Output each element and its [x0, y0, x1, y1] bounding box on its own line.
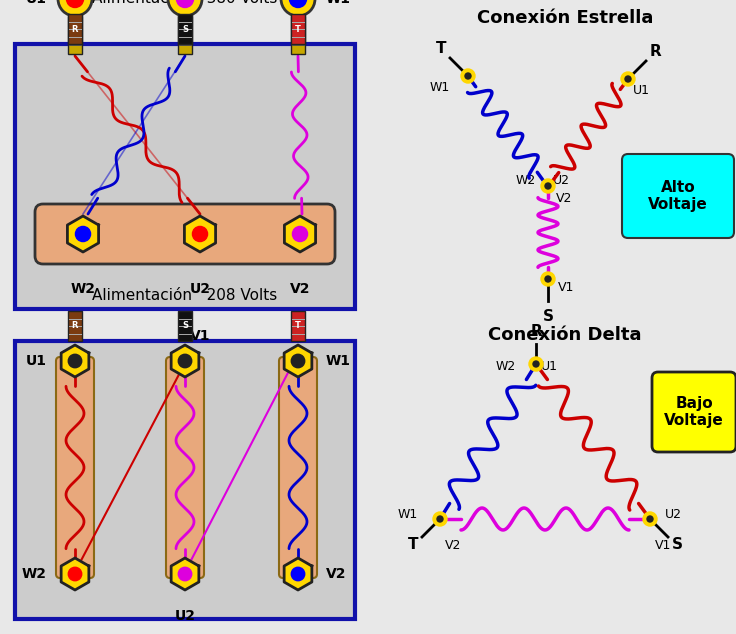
- Text: W1: W1: [326, 0, 351, 6]
- Polygon shape: [171, 345, 199, 377]
- Bar: [178, 16, 192, 54]
- Circle shape: [533, 361, 539, 367]
- Text: U2: U2: [189, 282, 210, 296]
- Text: S: S: [672, 537, 683, 552]
- Text: Conexión Estrella: Conexión Estrella: [477, 9, 653, 27]
- Polygon shape: [61, 558, 89, 590]
- Circle shape: [433, 512, 447, 526]
- FancyBboxPatch shape: [15, 44, 355, 309]
- Text: T: T: [408, 537, 418, 552]
- Circle shape: [437, 516, 443, 522]
- Text: V2: V2: [556, 192, 573, 205]
- Text: S: S: [542, 309, 553, 324]
- Polygon shape: [284, 216, 316, 252]
- Circle shape: [292, 226, 308, 242]
- Circle shape: [643, 512, 657, 526]
- Text: U1: U1: [26, 354, 47, 368]
- FancyBboxPatch shape: [652, 372, 736, 452]
- Text: V2: V2: [445, 539, 461, 552]
- Text: R: R: [71, 321, 78, 330]
- Text: W1: W1: [326, 354, 351, 368]
- Text: T: T: [436, 41, 446, 56]
- Text: W2: W2: [516, 174, 536, 188]
- Text: U1: U1: [541, 359, 558, 373]
- Circle shape: [58, 0, 92, 16]
- Text: V2: V2: [290, 282, 311, 296]
- Text: U2: U2: [174, 609, 196, 623]
- Circle shape: [465, 73, 471, 79]
- Text: V2: V2: [326, 567, 347, 581]
- Circle shape: [68, 567, 82, 581]
- Text: T: T: [295, 321, 301, 330]
- Text: V1: V1: [190, 329, 210, 343]
- Circle shape: [291, 567, 305, 581]
- Polygon shape: [284, 558, 312, 590]
- Circle shape: [178, 354, 191, 368]
- Text: R: R: [530, 324, 542, 339]
- FancyBboxPatch shape: [35, 204, 335, 264]
- Bar: [178, 14, 192, 44]
- FancyBboxPatch shape: [15, 341, 355, 619]
- Circle shape: [541, 179, 555, 193]
- Text: W2: W2: [71, 282, 96, 296]
- Text: U2: U2: [553, 174, 570, 188]
- Text: Conexión Delta: Conexión Delta: [488, 326, 642, 344]
- Circle shape: [68, 354, 82, 368]
- Polygon shape: [185, 216, 216, 252]
- Bar: [291, 311, 305, 341]
- Text: R: R: [650, 44, 662, 59]
- FancyBboxPatch shape: [166, 357, 204, 578]
- Polygon shape: [61, 345, 89, 377]
- Text: Alto
Voltaje: Alto Voltaje: [648, 180, 708, 212]
- Circle shape: [541, 272, 555, 286]
- Circle shape: [545, 276, 551, 282]
- Circle shape: [192, 226, 208, 242]
- Text: U2: U2: [665, 507, 682, 521]
- Text: U1: U1: [633, 84, 650, 97]
- Text: W1: W1: [430, 81, 450, 94]
- Text: Bajo
Voltaje: Bajo Voltaje: [664, 396, 724, 428]
- Text: T: T: [295, 25, 301, 34]
- Polygon shape: [68, 216, 99, 252]
- Text: W2: W2: [22, 567, 47, 581]
- Circle shape: [621, 72, 635, 86]
- Text: U1: U1: [26, 0, 47, 6]
- Text: S: S: [182, 25, 188, 34]
- Circle shape: [647, 516, 653, 522]
- Bar: [68, 14, 82, 44]
- Bar: [178, 311, 192, 341]
- Circle shape: [75, 226, 91, 242]
- Circle shape: [529, 357, 543, 371]
- Text: V1: V1: [558, 281, 574, 294]
- Text: S: S: [182, 321, 188, 330]
- Text: Alimentación   208 Volts: Alimentación 208 Volts: [93, 288, 277, 303]
- Circle shape: [461, 69, 475, 83]
- Circle shape: [281, 0, 315, 16]
- Circle shape: [168, 0, 202, 16]
- Circle shape: [177, 0, 194, 8]
- Polygon shape: [284, 345, 312, 377]
- Text: Alimentación   380 Volts: Alimentación 380 Volts: [92, 0, 277, 6]
- Bar: [68, 16, 82, 54]
- Circle shape: [625, 76, 631, 82]
- Circle shape: [545, 183, 551, 189]
- FancyBboxPatch shape: [56, 357, 94, 578]
- Polygon shape: [171, 558, 199, 590]
- Text: W1: W1: [397, 507, 418, 521]
- Circle shape: [291, 354, 305, 368]
- FancyBboxPatch shape: [622, 154, 734, 238]
- Circle shape: [289, 0, 306, 8]
- Text: V1: V1: [655, 539, 671, 552]
- Bar: [291, 14, 305, 44]
- FancyBboxPatch shape: [279, 357, 317, 578]
- Bar: [68, 311, 82, 341]
- Circle shape: [66, 0, 83, 8]
- Text: R: R: [71, 25, 78, 34]
- Bar: [291, 16, 305, 54]
- Circle shape: [178, 567, 191, 581]
- Text: W2: W2: [496, 359, 516, 373]
